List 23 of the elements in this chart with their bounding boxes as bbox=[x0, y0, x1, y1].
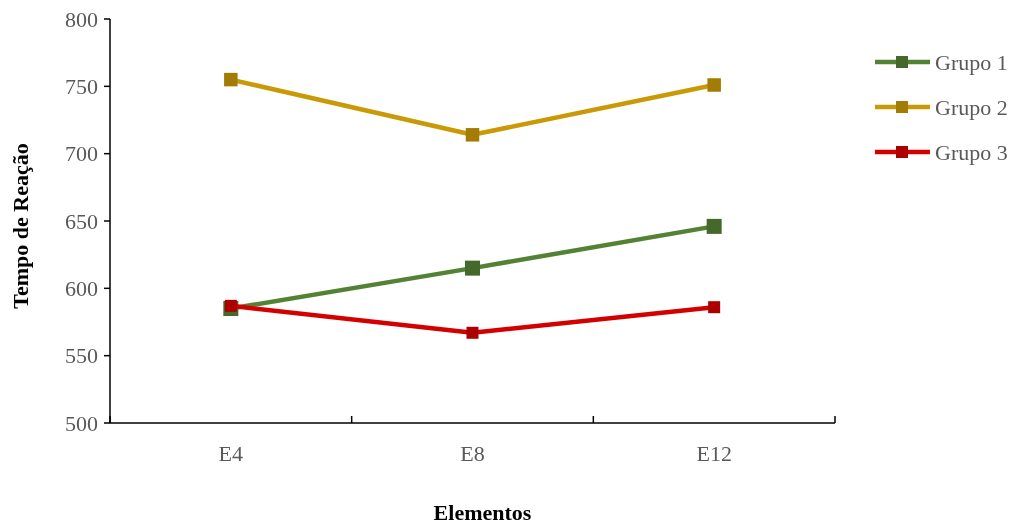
x-tick-label: E8 bbox=[460, 441, 485, 466]
y-tick-label: 650 bbox=[65, 208, 98, 234]
x-tick-label: E4 bbox=[218, 441, 244, 466]
y-tick-label: 800 bbox=[65, 6, 98, 32]
x-tick-label: E12 bbox=[696, 441, 732, 466]
legend-label: Grupo 3 bbox=[935, 139, 1008, 165]
y-tick-label: 550 bbox=[65, 343, 98, 369]
y-tick-label: 700 bbox=[65, 141, 98, 167]
y-tick-label: 600 bbox=[65, 276, 98, 302]
point bbox=[707, 78, 721, 92]
legend-label: Grupo 2 bbox=[935, 94, 1008, 120]
legend-label: Grupo 1 bbox=[935, 49, 1008, 75]
point bbox=[465, 260, 480, 276]
x-axis-title: Elementos bbox=[433, 500, 532, 525]
y-tick-label: 500 bbox=[65, 410, 98, 436]
point bbox=[465, 128, 480, 142]
point bbox=[706, 218, 722, 234]
point bbox=[708, 301, 721, 314]
point bbox=[466, 326, 479, 339]
y-axis-title: Tempo de Reação bbox=[8, 143, 33, 309]
y-tick-label: 750 bbox=[65, 74, 98, 100]
point bbox=[224, 299, 237, 312]
point bbox=[224, 72, 238, 87]
